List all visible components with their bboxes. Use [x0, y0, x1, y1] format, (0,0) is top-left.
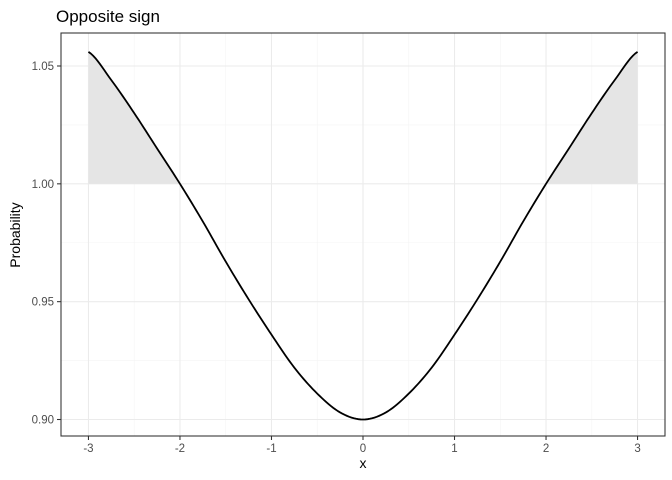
- x-tick-label: 3: [634, 443, 640, 455]
- x-tick-label: 0: [360, 443, 366, 455]
- axis-ticks: -3 -2 -1 0 1 2 3 0.90 0.95 1.00 1.05: [32, 61, 641, 455]
- shaded-regions: [88, 51, 638, 184]
- y-tick-label: 1.00: [32, 179, 54, 191]
- series-lines: [87, 51, 639, 421]
- y-axis-label: Probability: [7, 202, 23, 267]
- y-tick-label: 0.90: [32, 415, 54, 427]
- x-tick-label: -2: [175, 443, 185, 455]
- x-axis-label: x: [360, 455, 367, 471]
- x-tick-label: 2: [543, 443, 549, 455]
- x-tick-label: 1: [451, 443, 457, 455]
- x-tick-label: -3: [83, 443, 93, 455]
- y-tick-label: 0.95: [32, 297, 54, 309]
- grid-layer: [61, 33, 665, 436]
- chart-title: Opposite sign: [56, 7, 160, 26]
- shaded-region: [88, 51, 180, 184]
- series-line: [87, 51, 639, 421]
- shaded-region: [546, 51, 638, 184]
- x-tick-label: -1: [266, 443, 276, 455]
- y-tick-label: 1.05: [32, 61, 54, 73]
